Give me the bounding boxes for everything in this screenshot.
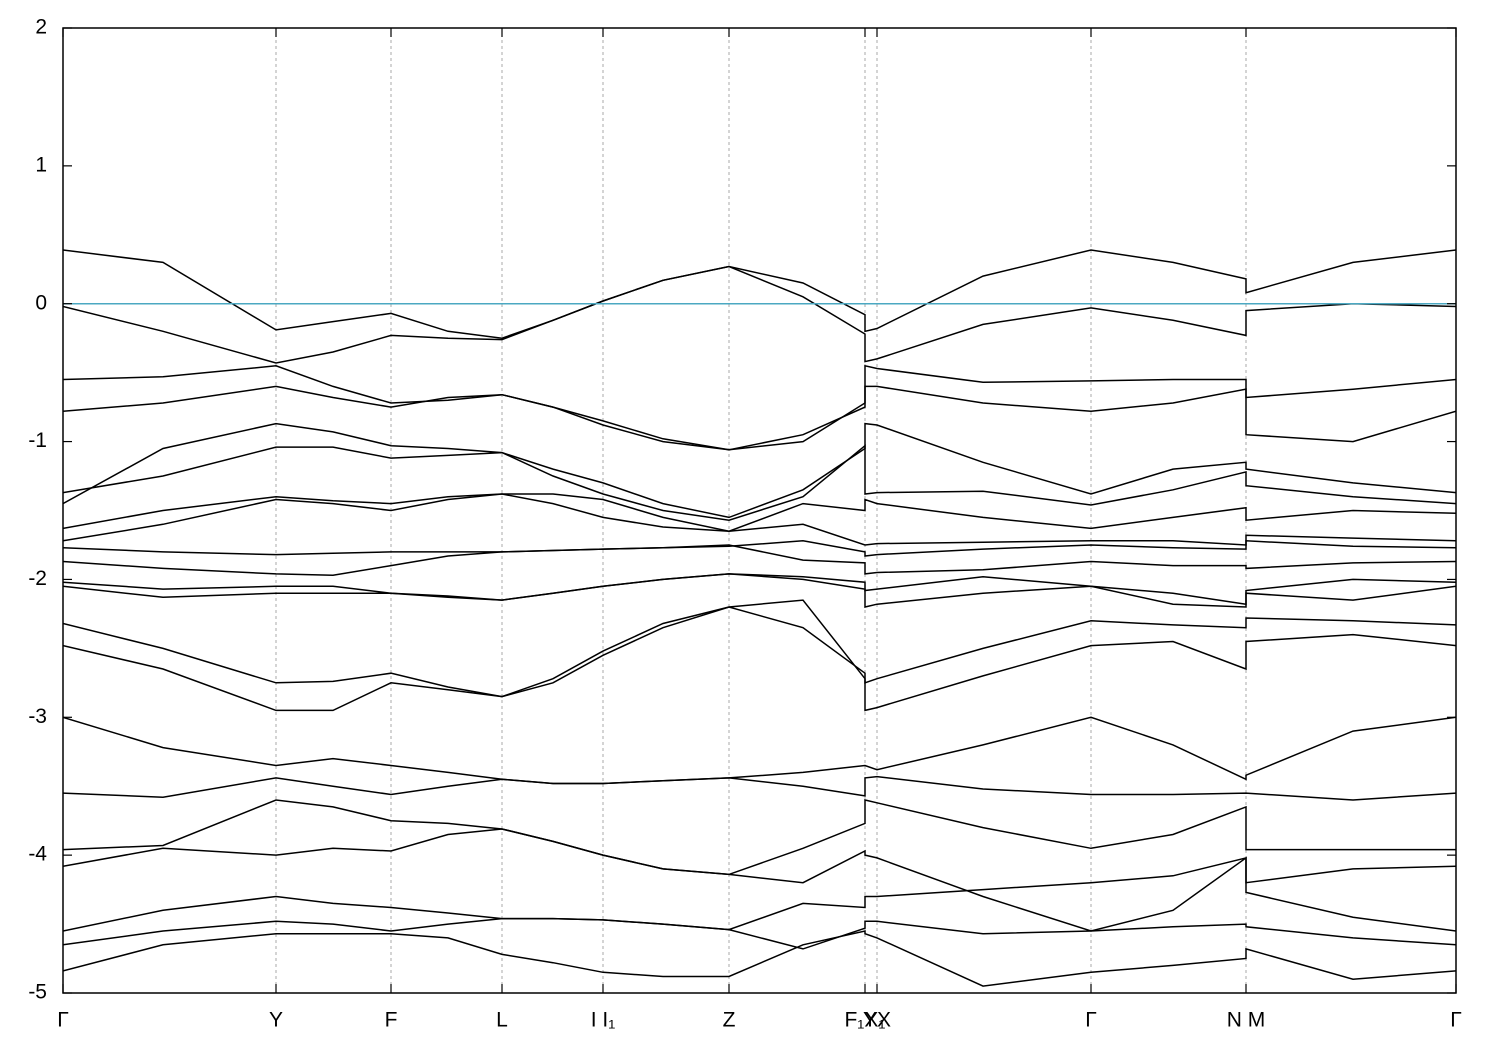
band-line [63,930,1456,987]
x-tick-label: F₁X₁ [844,1009,885,1032]
band-line [63,917,1456,950]
x-tick-label: Z [723,1009,736,1032]
band-line [63,799,1456,876]
x-tick-label: Γ [1085,1009,1097,1032]
band-line [63,385,1456,451]
y-tick-label: -1 [28,429,47,452]
x-tick-label: F [385,1009,398,1032]
band-line [63,265,1456,364]
x-tick-label: YX [863,1009,891,1032]
x-tick-label: L [496,1009,508,1032]
band-line [63,716,1456,785]
band-line [63,606,1456,698]
band-line [63,422,1456,519]
y-tick-label: 2 [35,16,47,39]
band-line [63,775,1456,801]
y-tick-label: -5 [28,981,47,1004]
y-tick-label: -4 [28,843,47,866]
band-line [63,828,1456,932]
band-line [63,573,1456,608]
band-line [63,599,1456,712]
band-line [63,364,1456,451]
band-line [63,249,1456,339]
plot-frame [62,27,1457,994]
x-tick-label: N M [1227,1009,1266,1032]
y-tick-label: -3 [28,705,47,728]
bands [63,249,1456,987]
y-tick-label: -2 [28,567,47,590]
x-tick-label: Y [269,1009,283,1032]
band-line [63,493,1456,546]
band-line [63,544,1456,577]
x-tick-label: Γ [57,1009,69,1032]
y-tick-label: 1 [35,153,47,176]
band-line [63,573,1456,606]
band-line [63,444,1456,521]
band-line [63,856,1456,932]
band-line [63,540,1456,557]
x-tick-label: I I₁ [591,1009,616,1032]
x-tick-label: Γ [1450,1009,1462,1032]
y-tick-label: 0 [35,291,47,314]
band-line [63,493,1456,532]
